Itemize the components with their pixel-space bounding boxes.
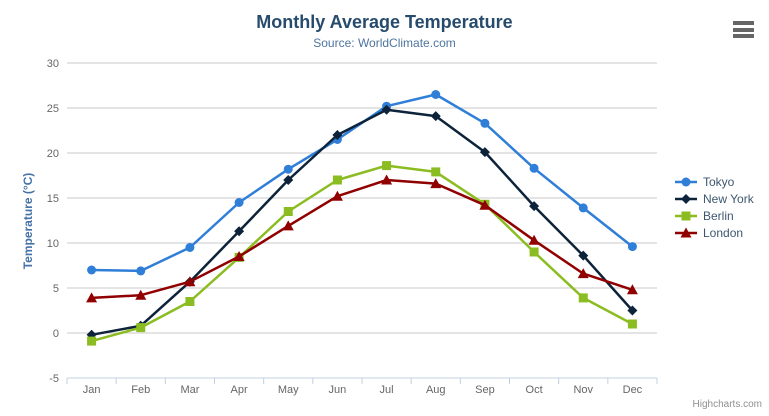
y-axis-tick-label: 0 bbox=[53, 328, 59, 340]
x-axis-tick-label: Mar bbox=[180, 384, 199, 396]
legend-label: Tokyo bbox=[703, 175, 735, 189]
y-axis-tick-label: 10 bbox=[47, 238, 59, 250]
x-axis-tick-label: May bbox=[278, 384, 299, 396]
legend-item-berlin[interactable]: Berlin bbox=[674, 208, 754, 224]
x-axis-tick-label: Jan bbox=[83, 384, 101, 396]
hamburger-bar bbox=[733, 27, 754, 32]
x-axis-tick-label: Feb bbox=[131, 384, 150, 396]
new-york-diamond-marker-icon bbox=[675, 194, 697, 204]
y-axis-tick-label: 5 bbox=[53, 283, 59, 295]
x-axis-tick-label: Jun bbox=[329, 384, 347, 396]
x-axis-tick-label: Dec bbox=[623, 384, 643, 396]
legend-label: New York bbox=[703, 192, 754, 206]
x-axis-tick-label: Apr bbox=[231, 384, 248, 396]
legend-label: London bbox=[703, 226, 744, 240]
tokyo-circle-marker-icon bbox=[675, 177, 697, 187]
x-axis-tick-label: Sep bbox=[475, 384, 495, 396]
y-axis-tick-label: 20 bbox=[47, 148, 59, 160]
london-triangle-marker-icon bbox=[675, 227, 697, 238]
y-axis-tick-label: 25 bbox=[47, 103, 59, 115]
legend-item-tokyo[interactable]: Tokyo bbox=[674, 174, 754, 190]
x-axis-tick-label: Jul bbox=[380, 384, 394, 396]
hamburger-menu-icon[interactable] bbox=[733, 21, 754, 38]
y-axis-tick-label: 30 bbox=[47, 58, 59, 70]
legend-item-london[interactable]: London bbox=[674, 225, 754, 241]
chart-title: Monthly Average Temperature bbox=[256, 12, 513, 32]
legend: Tokyo New York Berlin London bbox=[674, 174, 754, 242]
credits-link[interactable]: Highcharts.com bbox=[692, 399, 762, 410]
y-axis-title: Temperature (°C) bbox=[21, 172, 35, 270]
series-tokyo bbox=[87, 90, 637, 276]
x-axis-tick-label: Aug bbox=[426, 384, 446, 396]
x-axis-tick-label: Nov bbox=[573, 384, 593, 396]
y-axis-tick-label: -5 bbox=[49, 373, 59, 385]
x-axis-tick-label: Oct bbox=[526, 384, 543, 396]
hamburger-bar bbox=[733, 21, 754, 25]
berlin-square-marker-icon bbox=[675, 211, 697, 221]
hamburger-bar bbox=[733, 34, 754, 38]
chart-subtitle: Source: WorldClimate.com bbox=[313, 36, 456, 50]
y-axis-tick-label: 15 bbox=[47, 193, 59, 205]
series-london bbox=[86, 174, 638, 303]
legend-item-new-york[interactable]: New York bbox=[674, 191, 754, 207]
legend-label: Berlin bbox=[703, 209, 734, 223]
series-new-york bbox=[86, 104, 638, 340]
